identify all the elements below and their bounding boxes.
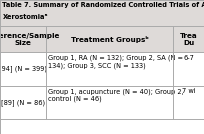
Text: Trea
Du: Trea Du <box>180 33 198 46</box>
Text: Xerostomiaᵃ: Xerostomiaᵃ <box>2 14 48 20</box>
Text: [94] (N = 399): [94] (N = 399) <box>0 66 47 72</box>
Bar <box>0 52 204 86</box>
Text: [89] (N = 86): [89] (N = 86) <box>1 99 45 106</box>
Bar <box>0 26 204 52</box>
Text: 6-7: 6-7 <box>183 55 194 61</box>
Text: Treatment Groupsᵇ: Treatment Groupsᵇ <box>71 36 149 43</box>
Bar <box>0 86 204 119</box>
Text: Table 7. Summary of Randomized Controlled Trials of Acupuncture for Radiation-In: Table 7. Summary of Randomized Controlle… <box>2 2 204 8</box>
Text: 7 wi: 7 wi <box>182 88 195 94</box>
Bar <box>0 0 204 26</box>
Text: Group 1, acupuncture (N = 40); Group 2,
control (N = 46): Group 1, acupuncture (N = 40); Group 2, … <box>48 88 184 102</box>
Text: Reference/Sample
Size: Reference/Sample Size <box>0 33 60 46</box>
Text: Group 1, RA (N = 132); Group 2, SA (N =
134); Group 3, SCC (N = 133): Group 1, RA (N = 132); Group 2, SA (N = … <box>48 55 183 69</box>
